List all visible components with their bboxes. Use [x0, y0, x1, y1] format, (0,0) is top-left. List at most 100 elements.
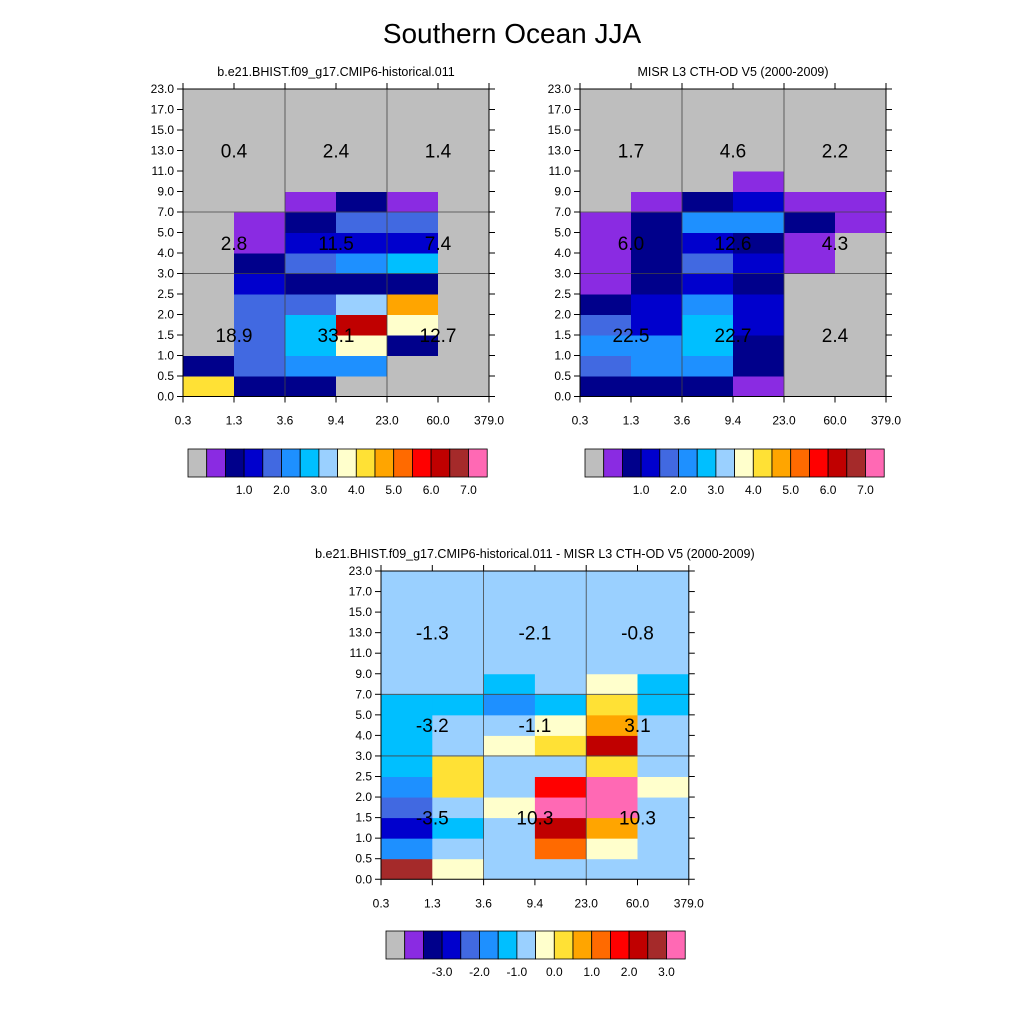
colorbar-swatch [827, 448, 848, 478]
heatmap-cell [438, 335, 490, 356]
heatmap-cell [183, 273, 235, 295]
heatmap-cell [534, 714, 587, 736]
colorbar-swatch [404, 930, 424, 960]
y-tick-label: 17.0 [349, 585, 373, 599]
heatmap-cell [534, 571, 587, 593]
heatmap-cell [631, 191, 683, 213]
heatmap-cell [381, 653, 433, 675]
heatmap-cell [285, 355, 337, 377]
colorbar-label: 5.0 [385, 483, 402, 497]
y-tick-label: 23.0 [151, 82, 175, 96]
x-tick-label: 1.3 [623, 414, 640, 428]
heatmap-cell [381, 838, 433, 860]
heatmap-cell [682, 335, 734, 356]
colorbar-swatch [678, 448, 698, 478]
colorbar-swatch [622, 448, 642, 478]
heatmap-cell [835, 109, 887, 131]
x-tick-label: 3.6 [277, 414, 294, 428]
heatmap-cell [483, 858, 536, 880]
heatmap-cell [784, 232, 836, 254]
heatmap-cell [586, 653, 638, 675]
colorbar-swatch [385, 930, 406, 960]
heatmap-cell [483, 838, 536, 860]
heatmap-cell [534, 735, 587, 757]
heatmap-cell [534, 673, 587, 695]
colorbar-label: -3.0 [432, 965, 453, 979]
heatmap-cell [637, 632, 690, 654]
y-tick-label: 5.0 [355, 708, 372, 722]
heatmap-cell [234, 109, 286, 131]
heatmap-cell [733, 171, 785, 192]
heatmap-cell [682, 294, 734, 315]
heatmap-cell [682, 253, 734, 274]
heatmap-cell [631, 150, 683, 172]
y-tick-label: 2.0 [554, 308, 571, 322]
y-tick-label: 3.0 [554, 267, 571, 281]
y-tick-label: 13.0 [349, 626, 373, 640]
heatmap-cell [438, 130, 490, 151]
colorbar-label: 6.0 [820, 483, 837, 497]
colorbar-label: 2.0 [670, 483, 687, 497]
heatmap-cell [234, 273, 286, 295]
heatmap-cell [381, 632, 433, 654]
colorbar-swatch [422, 930, 443, 960]
group-sum-label: 3.1 [624, 716, 650, 737]
colorbar-label: 1.0 [633, 483, 650, 497]
heatmap-cell [733, 253, 785, 274]
heatmap-cell [534, 612, 587, 634]
heatmap-cell [682, 273, 734, 295]
heatmap-cell [586, 817, 638, 839]
heatmap-cell [483, 653, 536, 675]
heatmap-cell [483, 776, 536, 798]
colorbar-swatch [318, 448, 338, 478]
group-sum-label: 33.1 [318, 326, 355, 347]
colorbar-label: 7.0 [857, 483, 874, 497]
heatmap-cell [631, 355, 683, 377]
heatmap-cell [682, 109, 734, 131]
heatmap-cell [438, 150, 490, 172]
heatmap-cell [733, 212, 785, 233]
heatmap-cell [631, 171, 683, 192]
heatmap-cell [438, 294, 490, 315]
heatmap-cell [183, 355, 235, 377]
heatmap-cell [637, 571, 690, 593]
heatmap-cell [183, 109, 235, 131]
heatmap-cell [285, 150, 337, 172]
heatmap-cell [534, 755, 587, 777]
heatmap-cell [336, 212, 388, 233]
x-tick-label: 60.0 [626, 896, 650, 910]
colorbar-swatch [460, 930, 480, 960]
heatmap-cell [336, 294, 388, 315]
heatmap-cell [336, 191, 388, 213]
heatmap-cell [784, 273, 836, 295]
colorbar-swatch [497, 930, 518, 960]
heatmap-cell [438, 253, 490, 274]
heatmap-cell [438, 89, 490, 110]
heatmap-cell [784, 253, 836, 274]
heatmap-cell [784, 89, 836, 110]
y-tick-label: 15.0 [349, 605, 373, 619]
colorbar-label: 2.0 [273, 483, 290, 497]
colorbar-swatch [752, 448, 773, 478]
y-tick-label: 13.0 [548, 144, 572, 158]
heatmap-cell [438, 314, 490, 336]
heatmap-cell [637, 838, 690, 860]
heatmap-cell [336, 232, 388, 254]
heatmap-cell [682, 232, 734, 254]
heatmap-cell [183, 89, 235, 110]
heatmap-cell [432, 858, 485, 880]
colorbar-swatch [243, 448, 264, 478]
group-sum-label: 12.6 [715, 234, 752, 255]
colorbar-swatch [449, 448, 469, 478]
heatmap-cell [835, 171, 887, 192]
heatmap-cell [234, 171, 286, 192]
heatmap-cell [438, 191, 490, 213]
y-tick-label: 9.0 [157, 185, 174, 199]
heatmap-cell [631, 273, 683, 295]
heatmap-cell [285, 130, 337, 151]
colorbar-label: 0.0 [546, 965, 563, 979]
group-sum-label: -1.3 [416, 624, 449, 645]
heatmap-cell [387, 232, 439, 254]
heatmap-cell [682, 212, 734, 233]
heatmap-cell [234, 376, 286, 397]
